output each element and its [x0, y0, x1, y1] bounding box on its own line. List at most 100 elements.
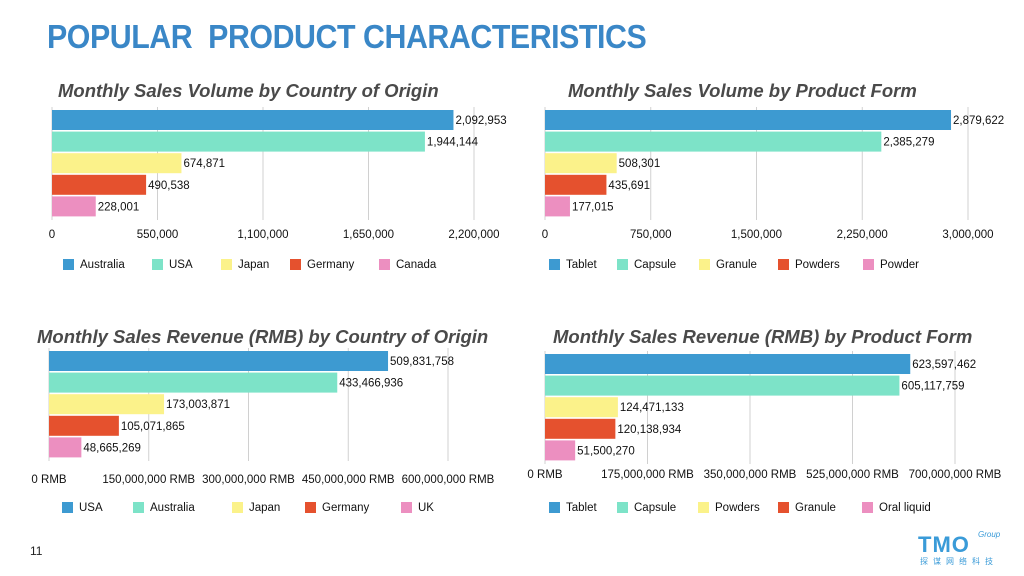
- legend-swatch: [133, 502, 144, 513]
- bar-australia: [49, 372, 338, 393]
- data-label: 51,500,270: [577, 445, 635, 457]
- legend-label: Germany: [322, 502, 370, 514]
- legend-label: USA: [79, 502, 103, 514]
- legend-label: UK: [418, 502, 434, 514]
- tick-label: 1,500,000: [731, 229, 782, 241]
- legend-swatch: [862, 502, 873, 513]
- legend-label: Tablet: [566, 259, 597, 271]
- logo-group-text: Group: [978, 530, 1001, 539]
- legend-label: Oral liquid: [879, 502, 931, 514]
- bar-granule: [545, 153, 617, 174]
- tick-label: 700,000,000 RMB: [909, 469, 1002, 481]
- legend-swatch: [62, 502, 73, 513]
- tick-label: 0 RMB: [31, 474, 66, 486]
- data-label: 105,071,865: [121, 421, 185, 433]
- data-label: 124,471,133: [620, 402, 684, 414]
- legend-swatch: [698, 502, 709, 513]
- bar-germany: [49, 415, 119, 436]
- legend-swatch: [305, 502, 316, 513]
- legend-swatch: [221, 259, 232, 270]
- data-label: 435,691: [608, 180, 650, 192]
- legend-swatch: [290, 259, 301, 270]
- bar-japan: [52, 153, 182, 174]
- tick-label: 550,000: [137, 229, 179, 241]
- legend-swatch: [617, 502, 628, 513]
- tick-label: 1,100,000: [237, 229, 288, 241]
- data-label: 228,001: [98, 201, 140, 213]
- data-label: 2,092,953: [455, 115, 506, 127]
- company-logo: TMO Group 探谋网络科技: [918, 530, 1010, 566]
- legend-label: USA: [169, 259, 193, 271]
- data-label: 1,944,144: [427, 137, 479, 149]
- legend-swatch: [778, 502, 789, 513]
- bar-tablet: [545, 110, 952, 130]
- data-label: 2,385,279: [883, 137, 934, 149]
- chart-title-revenue-country: Monthly Sales Revenue (RMB) by Country o…: [37, 326, 489, 347]
- bar-capsule: [545, 375, 900, 396]
- data-label: 605,117,759: [901, 381, 964, 393]
- logo-wordmark: TMO: [918, 532, 970, 557]
- chart-title-revenue-form: Monthly Sales Revenue (RMB) by Product F…: [553, 326, 973, 347]
- legend-swatch: [549, 502, 560, 513]
- chart-title-volume-form: Monthly Sales Volume by Product Form: [568, 80, 917, 101]
- legend-label: Australia: [80, 259, 125, 271]
- legend-swatch: [778, 259, 789, 270]
- tick-label: 0 RMB: [527, 469, 562, 481]
- legend-swatch: [152, 259, 163, 270]
- legend-swatch: [401, 502, 412, 513]
- legend-swatch: [617, 259, 628, 270]
- legend-label: Powder: [880, 259, 919, 271]
- data-label: 490,538: [148, 180, 190, 192]
- legend-label: Granule: [795, 502, 836, 514]
- legend-label: Powders: [715, 502, 760, 514]
- logo-subtitle: 探谋网络科技: [920, 557, 998, 566]
- tick-label: 300,000,000 RMB: [202, 474, 295, 486]
- chart-title-volume-country: Monthly Sales Volume by Country of Origi…: [58, 80, 439, 101]
- bar-powders: [545, 397, 618, 418]
- legend-label: Granule: [716, 259, 757, 271]
- legend-label: Japan: [249, 502, 280, 514]
- tick-label: 450,000,000 RMB: [302, 474, 395, 486]
- data-label: 674,871: [183, 158, 225, 170]
- tick-label: 150,000,000 RMB: [102, 474, 195, 486]
- legend-label: Japan: [238, 259, 269, 271]
- legend-swatch: [232, 502, 243, 513]
- legend-swatch: [379, 259, 390, 270]
- tick-label: 0: [49, 229, 55, 241]
- bar-australia: [52, 110, 454, 130]
- bar-usa: [52, 131, 425, 152]
- tick-label: 0: [542, 229, 548, 241]
- data-label: 177,015: [572, 201, 614, 213]
- tick-label: 350,000,000 RMB: [704, 469, 797, 481]
- legend-label: Capsule: [634, 259, 676, 271]
- tick-label: 525,000,000 RMB: [806, 469, 899, 481]
- legend-swatch: [863, 259, 874, 270]
- legend-swatch: [549, 259, 560, 270]
- legend-label: Canada: [396, 259, 437, 271]
- tick-label: 1,650,000: [343, 229, 394, 241]
- legend-swatch: [699, 259, 710, 270]
- bar-canada: [52, 196, 96, 217]
- bar-powders: [545, 174, 607, 195]
- bar-granule: [545, 418, 616, 439]
- legend-label: Germany: [307, 259, 355, 271]
- bar-capsule: [545, 131, 882, 152]
- tick-label: 3,000,000: [942, 229, 993, 241]
- legend-label: Australia: [150, 502, 195, 514]
- legend-label: Capsule: [634, 502, 676, 514]
- page-title: POPULAR PRODUCT CHARACTERISTICS: [47, 18, 647, 55]
- bar-tablet: [545, 354, 911, 374]
- bar-japan: [49, 394, 165, 415]
- data-label: 120,138,934: [617, 424, 682, 436]
- data-label: 508,301: [619, 158, 661, 170]
- bar-uk: [49, 437, 82, 458]
- data-label: 173,003,871: [166, 399, 230, 411]
- data-label: 623,597,462: [912, 359, 976, 371]
- legend-label: Powders: [795, 259, 840, 271]
- tick-label: 750,000: [630, 229, 672, 241]
- legend-label: Tablet: [566, 502, 597, 514]
- tick-label: 600,000,000 RMB: [402, 474, 495, 486]
